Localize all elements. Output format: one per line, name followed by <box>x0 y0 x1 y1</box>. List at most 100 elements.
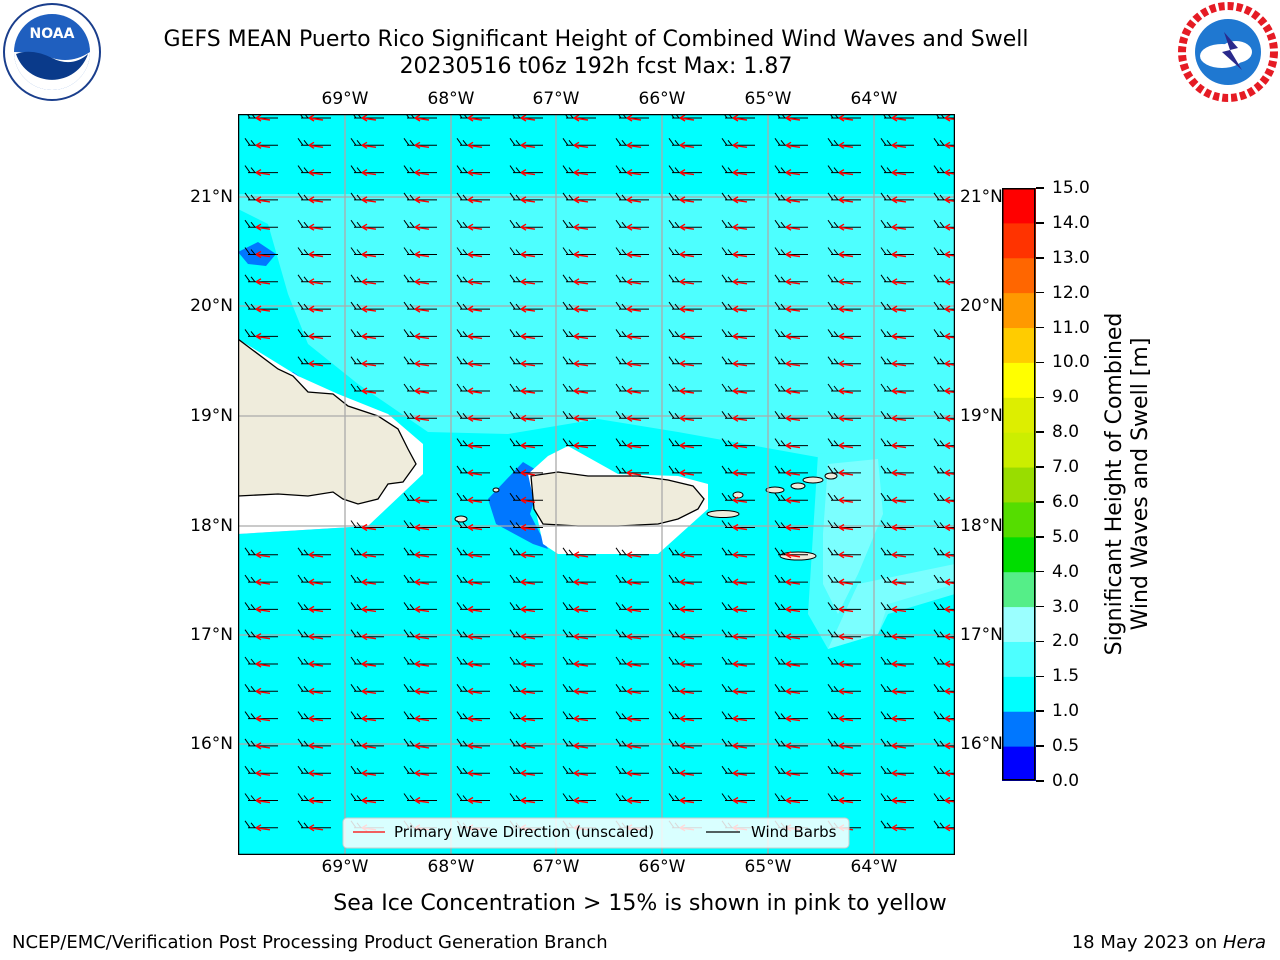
wave-direction-arrow <box>838 605 854 614</box>
wave-direction-arrow <box>679 441 695 450</box>
wind-barb <box>827 656 861 665</box>
wave-direction-arrow <box>891 168 907 177</box>
wave-direction-arrow <box>838 305 854 313</box>
wave-direction-arrow <box>944 551 955 559</box>
wind-barb <box>456 274 490 283</box>
wave-direction-arrow <box>944 714 955 723</box>
wave-direction-arrow <box>891 578 907 586</box>
wave-direction-arrow <box>467 305 483 313</box>
wave-direction-arrow <box>838 360 854 368</box>
lon-label-bottom: 66°W <box>638 857 686 877</box>
lon-label-top: 69°W <box>321 89 369 109</box>
wave-direction-arrow <box>838 278 854 286</box>
wind-barb <box>721 356 755 365</box>
wave-direction-arrow <box>573 305 589 313</box>
wave-direction-arrow <box>626 141 642 149</box>
wind-barb <box>880 438 914 447</box>
wave-direction-arrow <box>255 332 271 341</box>
wave-direction-arrow <box>679 660 695 668</box>
wind-barb <box>403 192 437 201</box>
wind-barb <box>350 629 384 638</box>
mona-island <box>454 515 468 523</box>
wave-direction-arrow <box>573 414 589 422</box>
wind-barb <box>403 274 437 283</box>
colorbar-tick-mark <box>1036 745 1044 747</box>
wave-direction-arrow <box>520 114 536 122</box>
wind-barb <box>297 138 331 146</box>
lat-label-left: 18°N <box>190 516 233 536</box>
wind-barb <box>297 356 331 365</box>
wave-direction-arrow <box>361 141 377 149</box>
wave-direction-arrow <box>520 769 536 777</box>
wave-direction-arrow <box>732 168 748 177</box>
wind-barb <box>403 656 437 665</box>
wind-barb <box>456 383 490 392</box>
legend-barb-label: Wind Barbs <box>751 823 837 841</box>
wave-direction-arrow <box>255 196 271 204</box>
wind-barb <box>456 192 490 201</box>
wave-direction-arrow <box>679 769 695 777</box>
colorbar-tick-label: 7.0 <box>1052 457 1080 478</box>
wind-barb <box>456 465 490 474</box>
wave-direction-arrow <box>732 387 748 395</box>
wind-barb <box>244 247 278 255</box>
wind-barb <box>350 165 384 174</box>
wave-direction-arrow <box>785 114 801 122</box>
wave-direction-arrow <box>891 660 907 668</box>
colorbar-tick-label: 10.0 <box>1052 352 1090 373</box>
wave-direction-arrow <box>255 796 271 805</box>
wave-direction-arrow <box>414 332 430 341</box>
wind-barb <box>668 329 702 337</box>
colorbar-bin <box>1002 397 1036 433</box>
wind-barb <box>721 465 755 474</box>
wave-direction-arrow <box>255 605 271 614</box>
wind-barb <box>880 219 914 228</box>
wave-direction-arrow <box>891 633 907 641</box>
wind-barb <box>244 820 278 829</box>
wind-barb <box>721 383 755 392</box>
wave-direction-arrow <box>361 578 377 586</box>
wave-direction-arrow <box>520 796 536 805</box>
wind-barb <box>562 192 596 201</box>
colorbar-tick-label: 15.0 <box>1052 178 1090 198</box>
wind-barb <box>350 520 384 528</box>
culebra-island <box>732 491 744 499</box>
wave-direction-arrow <box>891 387 907 395</box>
wave-direction-arrow <box>308 223 324 231</box>
wind-barb <box>615 629 649 638</box>
wave-direction-arrow <box>414 223 430 231</box>
wave-direction-arrow <box>944 769 955 777</box>
wave-direction-arrow <box>838 523 854 532</box>
wave-direction-arrow <box>573 332 589 341</box>
wave-direction-arrow <box>255 633 271 641</box>
colorbar-tick-label: 0.0 <box>1052 771 1080 791</box>
wave-direction-arrow <box>255 578 271 586</box>
wind-barb <box>244 765 278 774</box>
wave-direction-arrow <box>944 223 955 231</box>
wave-direction-arrow <box>467 278 483 286</box>
wave-direction-arrow <box>891 824 907 832</box>
wind-barb <box>297 274 331 283</box>
wind-barb <box>562 138 596 146</box>
wind-barb <box>297 547 331 556</box>
wave-direction-arrow <box>891 605 907 614</box>
wind-barb <box>509 629 543 638</box>
wave-direction-arrow <box>944 196 955 204</box>
wave-direction-arrow <box>785 168 801 177</box>
colorbar-tick-mark <box>1036 710 1044 712</box>
wave-direction-arrow <box>732 687 748 695</box>
wind-barb <box>350 793 384 801</box>
wave-direction-arrow <box>626 441 642 450</box>
wind-barb <box>403 793 437 801</box>
wind-barb <box>774 765 808 774</box>
wind-barb <box>721 547 755 556</box>
wind-barb <box>827 602 861 610</box>
wind-barb <box>668 356 702 365</box>
wind-barb <box>350 711 384 720</box>
wind-barb <box>774 192 808 201</box>
wave-direction-arrow <box>361 278 377 286</box>
wave-direction-arrow <box>944 824 955 832</box>
wind-barb <box>456 602 490 610</box>
wave-direction-arrow <box>626 168 642 177</box>
wind-barb <box>774 301 808 310</box>
